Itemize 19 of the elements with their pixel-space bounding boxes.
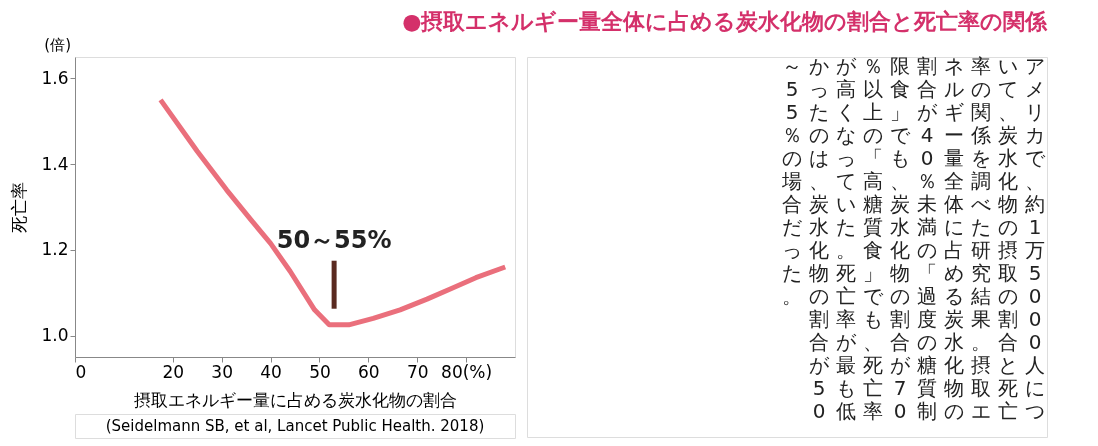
x-axis-title: 摂取エネルギー量に占める炭水化物の割合 xyxy=(134,389,457,410)
text: (倍) xyxy=(44,36,71,54)
text: ●摂取エネルギー量全体に占める炭水化物の割合と死亡率の関係 xyxy=(402,8,1049,34)
x-tick-label: 0 xyxy=(75,361,87,382)
y-axis-title: 死亡率 xyxy=(9,182,30,233)
y-tick-label: 1.6 xyxy=(41,67,69,88)
text: (Seidelmann SB, et al, Lancet Public Health. 2018) xyxy=(105,417,485,435)
x-tick-label: 50 xyxy=(309,361,331,382)
y-tick-label: 1.2 xyxy=(41,239,69,260)
x-tick-label: 60 xyxy=(358,361,380,382)
y-tick-label: 1.0 xyxy=(41,325,69,346)
x-tick-label: 20 xyxy=(162,361,185,382)
x-tick-label: 70 xyxy=(406,361,429,382)
x-tick-label: 30 xyxy=(211,361,233,382)
y-tick-label: 1.4 xyxy=(41,153,69,174)
x-tick-label: 80(%) xyxy=(441,361,493,382)
annotation: 50～55% xyxy=(276,225,392,254)
x-tick-label: 40 xyxy=(260,361,282,382)
text: アメリカで、約1万5000人について、炭水化物の摂取の割合と死亡率の関係を調べた研究結果。摂取エネルギー量全体に占める炭水化物の割合が40％未満の「過度の糖質制限食」でも、炭水化物の割合が70％以上の「高糖質食」でも、死亡率が高くなっていた。死亡率が最も低かったのは、炭水化物の割合が50～55％の場合だった。 xyxy=(782,54,1045,423)
